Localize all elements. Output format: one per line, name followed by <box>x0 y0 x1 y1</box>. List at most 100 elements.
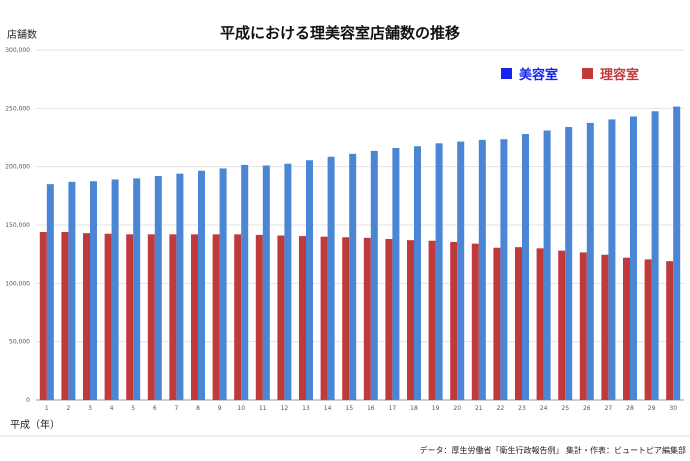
x-tick-label: 13 <box>302 405 310 412</box>
x-tick-label: 12 <box>281 405 289 412</box>
bar-理容室-23 <box>515 247 522 400</box>
bar-理容室-2 <box>61 232 69 400</box>
x-tick-label: 18 <box>410 405 418 412</box>
x-tick-label: 8 <box>196 405 200 412</box>
legend: 美容室 理容室 <box>501 67 639 83</box>
gridlines <box>36 49 684 401</box>
x-tick-label: 19 <box>432 405 440 412</box>
bar-理容室-13 <box>299 236 306 400</box>
bar-美容室-28 <box>630 116 637 400</box>
bar-美容室-22 <box>500 139 508 400</box>
bar-美容室-17 <box>392 148 400 400</box>
x-tick-label: 7 <box>174 405 178 412</box>
x-tick-label: 4 <box>110 405 114 412</box>
bar-美容室-2 <box>68 181 76 400</box>
x-tick-label: 17 <box>389 405 397 412</box>
y-tick-label: 100,000 <box>5 280 30 287</box>
x-tick-label: 22 <box>497 405 505 412</box>
bar-理容室-26 <box>579 252 587 400</box>
bar-理容室-20 <box>450 241 458 400</box>
bar-理容室-3 <box>83 233 90 400</box>
legend-swatch-美容室 <box>501 68 512 79</box>
y-tick-label: 250,000 <box>5 105 30 112</box>
bar-理容室-28 <box>623 257 630 400</box>
bars <box>39 106 681 401</box>
x-tick-label: 28 <box>626 405 634 412</box>
x-axis-ticks: 1 2 3 4 5 6 7 8 9 10 11 12 13 14 15 16 17 18 19 20 21 22 23 24 2… <box>45 405 677 412</box>
bar-理容室-6 <box>147 234 155 400</box>
bar-美容室-1 <box>46 184 54 400</box>
legend-label-理容室: 理容室 <box>600 67 639 83</box>
bar-理容室-21 <box>471 243 479 400</box>
y-axis-ticks: 0 50,000 100,000 150,000 200,000 250,000 300,0… <box>5 47 30 404</box>
y-tick-label: 50,000 <box>9 339 30 346</box>
bar-美容室-11 <box>262 165 270 400</box>
y-tick-label: 300,000 <box>5 47 30 54</box>
y-tick-label: 0 <box>26 397 30 404</box>
legend-label-美容室: 美容室 <box>519 67 558 83</box>
bar-美容室-16 <box>370 150 378 400</box>
x-tick-label: 14 <box>324 405 332 412</box>
x-tick-label: 6 <box>153 405 157 412</box>
bar-美容室-6 <box>154 176 162 400</box>
x-tick-label: 5 <box>131 405 135 412</box>
x-axis-label: 平成（年） <box>10 418 60 431</box>
bar-理容室-22 <box>493 247 501 400</box>
bar-美容室-12 <box>284 163 292 400</box>
bar-理容室-18 <box>407 240 414 400</box>
bar-理容室-1 <box>39 232 47 400</box>
bar-美容室-26 <box>586 122 594 401</box>
bar-美容室-20 <box>457 141 465 401</box>
x-tick-label: 11 <box>259 405 267 412</box>
bar-美容室-23 <box>522 134 529 400</box>
bar-理容室-4 <box>104 233 112 400</box>
bar-理容室-19 <box>428 240 436 400</box>
legend-swatch-理容室 <box>582 68 593 79</box>
bar-美容室-7 <box>176 173 184 400</box>
x-tick-label: 27 <box>605 405 613 412</box>
bar-理容室-9 <box>212 234 220 400</box>
bar-美容室-4 <box>111 179 119 400</box>
bar-美容室-18 <box>414 146 421 400</box>
x-tick-label: 15 <box>345 405 353 412</box>
x-tick-label: 23 <box>518 405 526 412</box>
bar-美容室-3 <box>90 181 97 400</box>
y-tick-label: 200,000 <box>5 164 30 171</box>
bar-美容室-27 <box>608 119 616 401</box>
bar-美容室-15 <box>349 153 357 400</box>
y-axis-label: 店舗数 <box>7 28 37 41</box>
bar-理容室-8 <box>191 234 198 400</box>
x-tick-label: 3 <box>88 405 92 412</box>
bar-美容室-8 <box>198 170 205 400</box>
x-tick-label: 10 <box>237 405 245 412</box>
bar-理容室-15 <box>342 237 350 400</box>
chart-title: 平成における理美容室店舗数の推移 <box>220 24 460 42</box>
bar-理容室-24 <box>536 248 544 400</box>
bar-美容室-29 <box>651 111 659 400</box>
bar-美容室-9 <box>219 168 227 400</box>
bar-理容室-27 <box>601 254 609 400</box>
bar-美容室-19 <box>435 143 443 401</box>
x-tick-label: 2 <box>66 405 70 412</box>
bar-理容室-30 <box>666 261 674 400</box>
bar-美容室-13 <box>306 160 313 400</box>
bar-美容室-10 <box>241 164 249 400</box>
bar-美容室-30 <box>673 106 681 400</box>
bar-理容室-12 <box>277 235 285 400</box>
x-tick-label: 25 <box>561 405 569 412</box>
y-tick-label: 150,000 <box>5 222 30 229</box>
x-tick-label: 24 <box>540 405 548 412</box>
bar-理容室-16 <box>363 237 371 400</box>
x-tick-label: 29 <box>648 405 656 412</box>
x-tick-label: 30 <box>669 405 677 412</box>
x-tick-label: 26 <box>583 405 591 412</box>
bar-理容室-7 <box>169 234 177 400</box>
bar-美容室-24 <box>543 130 551 400</box>
bar-理容室-25 <box>558 250 566 400</box>
bar-理容室-10 <box>234 234 242 400</box>
bar-理容室-11 <box>255 234 263 400</box>
bar-理容室-29 <box>644 259 652 400</box>
bar-理容室-17 <box>385 239 393 400</box>
x-tick-label: 20 <box>453 405 461 412</box>
